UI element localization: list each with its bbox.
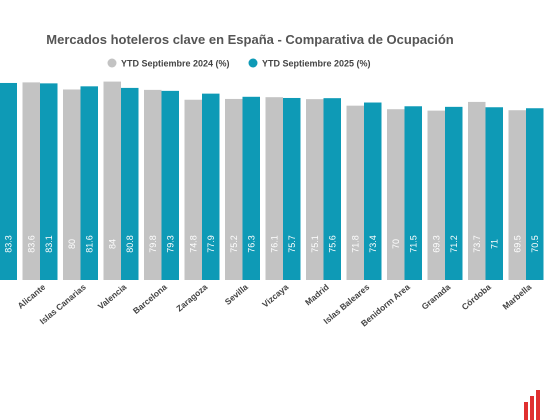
x-tick-label: Vizcaya bbox=[260, 282, 290, 310]
value-label: 83.6 bbox=[26, 235, 36, 253]
value-label: 84 bbox=[107, 239, 117, 249]
bar bbox=[526, 108, 544, 280]
x-tick-label: Zaragoza bbox=[174, 282, 209, 314]
value-label: 74.8 bbox=[188, 235, 198, 253]
legend-label: YTD Septiembre 2024 (%) bbox=[121, 59, 230, 69]
value-label: 83.3 bbox=[3, 235, 13, 253]
value-label: 76.1 bbox=[269, 235, 279, 253]
x-tick-label: Sevilla bbox=[223, 282, 250, 307]
logo bbox=[524, 390, 540, 420]
value-label: 71 bbox=[489, 239, 499, 249]
bar bbox=[40, 83, 58, 280]
bar bbox=[242, 96, 260, 280]
value-label: 75.6 bbox=[327, 235, 337, 253]
bar bbox=[445, 106, 463, 280]
x-tick-label: Marbella bbox=[500, 282, 533, 312]
value-label: 80.8 bbox=[125, 235, 135, 253]
bar bbox=[22, 82, 40, 280]
bar bbox=[184, 99, 202, 281]
legend-marker bbox=[248, 58, 258, 68]
legend-label: YTD Septiembre 2025 (%) bbox=[262, 59, 371, 69]
value-label: 79.3 bbox=[165, 235, 175, 253]
bar bbox=[427, 110, 445, 281]
bar bbox=[387, 109, 405, 280]
value-label: 69.3 bbox=[431, 235, 441, 253]
bar bbox=[468, 101, 486, 280]
bar bbox=[103, 81, 121, 280]
value-label: 71.8 bbox=[350, 235, 360, 253]
x-tick-label: Madrid bbox=[303, 282, 331, 308]
x-tick-label: Barcelona bbox=[131, 282, 169, 316]
value-label: 75.2 bbox=[229, 235, 239, 253]
value-label: 70 bbox=[391, 239, 401, 249]
legend-marker bbox=[107, 58, 117, 68]
value-label: 73.7 bbox=[472, 235, 482, 253]
value-label: 71.2 bbox=[449, 235, 459, 253]
value-label: 81.6 bbox=[84, 235, 94, 253]
value-label: 70.5 bbox=[530, 235, 540, 253]
x-tick-label: Córdoba bbox=[460, 282, 493, 312]
value-label: 75.1 bbox=[310, 235, 320, 253]
bar bbox=[0, 82, 17, 280]
x-tick-label: Valencia bbox=[96, 282, 129, 312]
bar bbox=[202, 93, 220, 281]
bar bbox=[323, 98, 341, 280]
value-label: 76.3 bbox=[246, 235, 256, 253]
bar bbox=[80, 86, 98, 281]
chart-title: Mercados hoteleros clave en España - Com… bbox=[46, 32, 454, 47]
value-label: 69.5 bbox=[512, 235, 522, 253]
value-label: 80 bbox=[67, 239, 77, 249]
value-label: 71.5 bbox=[408, 235, 418, 253]
x-tick-label: Granada bbox=[419, 282, 452, 312]
bar bbox=[346, 105, 364, 280]
bar bbox=[508, 110, 526, 280]
value-label: 75.7 bbox=[287, 235, 297, 253]
x-tick-label: Alicante bbox=[16, 282, 48, 311]
bar bbox=[485, 107, 503, 280]
bar bbox=[225, 98, 243, 281]
bar bbox=[265, 97, 283, 281]
value-label: 77.9 bbox=[206, 235, 216, 253]
bar bbox=[63, 89, 81, 280]
value-label: 83.1 bbox=[44, 235, 54, 253]
bar bbox=[364, 102, 382, 281]
value-label: 79.8 bbox=[148, 235, 158, 253]
bar bbox=[283, 97, 301, 281]
bar bbox=[306, 99, 324, 280]
value-label: 73.4 bbox=[368, 235, 378, 253]
bar bbox=[144, 89, 162, 281]
bar bbox=[404, 106, 422, 280]
bar bbox=[121, 87, 139, 280]
bar bbox=[161, 90, 179, 281]
